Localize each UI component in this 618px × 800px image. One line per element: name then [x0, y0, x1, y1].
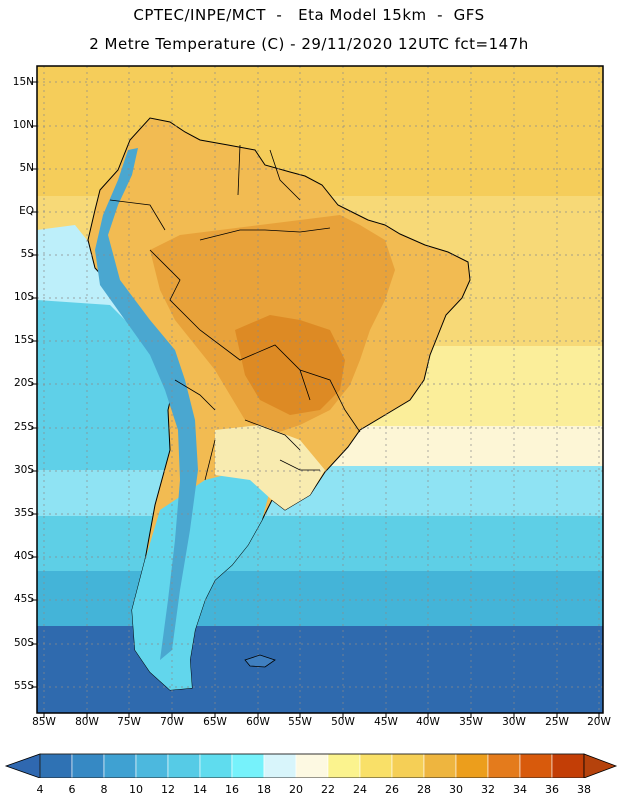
lon-label: 70W: [160, 716, 184, 728]
lat-ticks: [31, 81, 37, 688]
colorbar-label: 38: [577, 783, 591, 796]
lon-label: 50W: [331, 716, 355, 728]
country-borders: [109, 144, 361, 481]
lon-label: 25W: [545, 716, 569, 728]
lat-label: 30S: [13, 464, 34, 476]
colorbar-cell: [487, 753, 521, 778]
lat-label: 20S: [13, 377, 34, 389]
lat-label: EQ: [19, 205, 34, 217]
colorbar: [4, 753, 618, 778]
colorbar-cell: [519, 753, 553, 778]
colorbar-label: 10: [129, 783, 143, 796]
colorbar-cell: [231, 753, 265, 778]
colorbar-cell: [199, 753, 233, 778]
lat-label: 10S: [13, 291, 34, 303]
colorbar-label: 30: [449, 783, 463, 796]
andes-cold-strip: [95, 148, 198, 660]
colorbar-cell: [327, 753, 361, 778]
lat-label: 5S: [20, 248, 34, 260]
land-pampa: [215, 425, 325, 510]
lat-label: 5N: [19, 162, 34, 174]
lon-label: 20W: [587, 716, 611, 728]
lon-label: 85W: [32, 716, 56, 728]
graticule: [37, 66, 603, 713]
colorbar-label: 16: [225, 783, 239, 796]
lat-label: 40S: [13, 550, 34, 562]
lat-label: 35S: [13, 507, 34, 519]
lon-label: 45W: [374, 716, 398, 728]
colorbar-label: 14: [193, 783, 207, 796]
colorbar-cell: [295, 753, 329, 778]
lon-label: 75W: [117, 716, 141, 728]
lon-label: 35W: [459, 716, 483, 728]
lat-label: 25S: [13, 421, 34, 433]
colorbar-cell: [359, 753, 393, 778]
colorbar-label: 4: [36, 783, 44, 796]
colorbar-cell: [167, 753, 201, 778]
lon-label: 65W: [203, 716, 227, 728]
lat-label: 15S: [13, 334, 34, 346]
map-field: [37, 66, 603, 713]
lat-label: 10N: [12, 119, 34, 131]
lon-label: 60W: [246, 716, 270, 728]
lat-label: 45S: [13, 593, 34, 605]
lon-ticks: [43, 713, 600, 718]
colorbar-cell: [551, 753, 585, 778]
colorbar-cell: [103, 753, 137, 778]
colorbar-label: 20: [289, 783, 303, 796]
lat-label: 50S: [13, 637, 34, 649]
colorbar-label: 26: [385, 783, 399, 796]
pacific-cold-tongue: [37, 300, 175, 470]
sea-colder: [37, 626, 603, 713]
land-hot-core: [235, 315, 345, 415]
colorbar-label: 18: [257, 783, 271, 796]
lon-label: 80W: [75, 716, 99, 728]
colorbar-cell: [455, 753, 489, 778]
colorbar-label: 6: [68, 783, 76, 796]
colorbar-label: 24: [353, 783, 367, 796]
lon-label: 55W: [288, 716, 312, 728]
lat-label: 55S: [13, 680, 34, 692]
lat-label: 15N: [12, 76, 34, 88]
colorbar-cell: [263, 753, 297, 778]
chart-subtitle: 2 Metre Temperature (C) - 29/11/2020 12U…: [89, 35, 529, 53]
lon-label: 40W: [416, 716, 440, 728]
sea-mid: [37, 516, 603, 571]
colorbar-label: 34: [513, 783, 527, 796]
colorbar-label: 8: [100, 783, 108, 796]
colorbar-label: 22: [321, 783, 335, 796]
colorbar-label: 36: [545, 783, 559, 796]
chart-title: CPTEC/INPE/MCT - Eta Model 15km - GFS: [133, 6, 485, 24]
sea-cold: [37, 571, 603, 626]
map-frame: [36, 65, 604, 714]
lon-label: 30W: [502, 716, 526, 728]
colorbar-cell: [71, 753, 105, 778]
colorbar-label: 32: [481, 783, 495, 796]
falkland-islands: [244, 654, 276, 668]
colorbar-cells: [39, 753, 585, 778]
colorbar-label: 28: [417, 783, 431, 796]
colorbar-label: 12: [161, 783, 175, 796]
colorbar-cell: [135, 753, 169, 778]
colorbar-cell: [423, 753, 457, 778]
colorbar-low-arrow: [4, 753, 41, 778]
colorbar-high-arrow: [583, 753, 618, 778]
colorbar-cell: [39, 753, 73, 778]
colorbar-cell: [391, 753, 425, 778]
